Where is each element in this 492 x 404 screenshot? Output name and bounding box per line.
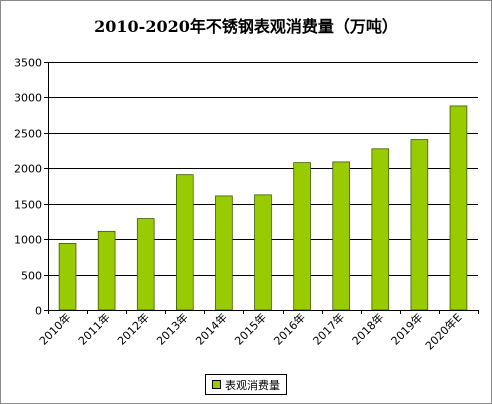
legend-label: 表观消费量 xyxy=(225,378,280,392)
x-tick-label: 2015年 xyxy=(232,310,269,347)
bar xyxy=(254,194,272,311)
axes xyxy=(44,62,479,314)
bar xyxy=(332,161,350,311)
x-tick-label: 2014年 xyxy=(193,310,230,347)
bar xyxy=(371,148,390,311)
x-tick-label: 2017年 xyxy=(310,310,347,347)
x-tick-label: 2013年 xyxy=(153,310,190,347)
bar xyxy=(410,139,429,311)
y-tick-label: 1500 xyxy=(14,199,42,212)
y-tick-label: 500 xyxy=(21,270,42,283)
y-tick-labels: 0 500 1000 1500 2000 2500 3000 3500 xyxy=(14,57,42,318)
x-tick-label: 2020年E xyxy=(422,310,464,352)
y-tick-label: 1000 xyxy=(14,234,42,247)
x-tick-label: 2019年 xyxy=(388,310,425,347)
y-tick-label: 0 xyxy=(35,305,42,318)
y-tick-label: 2000 xyxy=(14,163,42,176)
bar xyxy=(215,195,233,311)
bar xyxy=(176,174,194,311)
x-tick-labels: 2010年 2011年 2012年 2013年 2014年 2015年 2016年 2017年… xyxy=(36,310,464,352)
bar xyxy=(293,162,311,311)
bar xyxy=(136,218,155,311)
y-tick-label: 2500 xyxy=(14,128,42,141)
bar xyxy=(58,242,77,311)
bar xyxy=(449,105,468,311)
legend: 表观消费量 xyxy=(205,374,287,395)
x-tick-label: 2011年 xyxy=(75,310,112,347)
x-tick-label: 2016年 xyxy=(271,310,308,347)
legend-swatch xyxy=(212,380,221,389)
chart-title: 2010-2020年不锈钢表观消费量（万吨） xyxy=(94,17,398,36)
bar xyxy=(97,230,116,311)
y-tick-label: 3500 xyxy=(14,57,42,70)
y-tick-label: 3000 xyxy=(14,92,42,105)
x-tick-label: 2012年 xyxy=(114,310,151,347)
bars xyxy=(58,105,468,311)
x-tick-label: 2018年 xyxy=(349,310,386,347)
